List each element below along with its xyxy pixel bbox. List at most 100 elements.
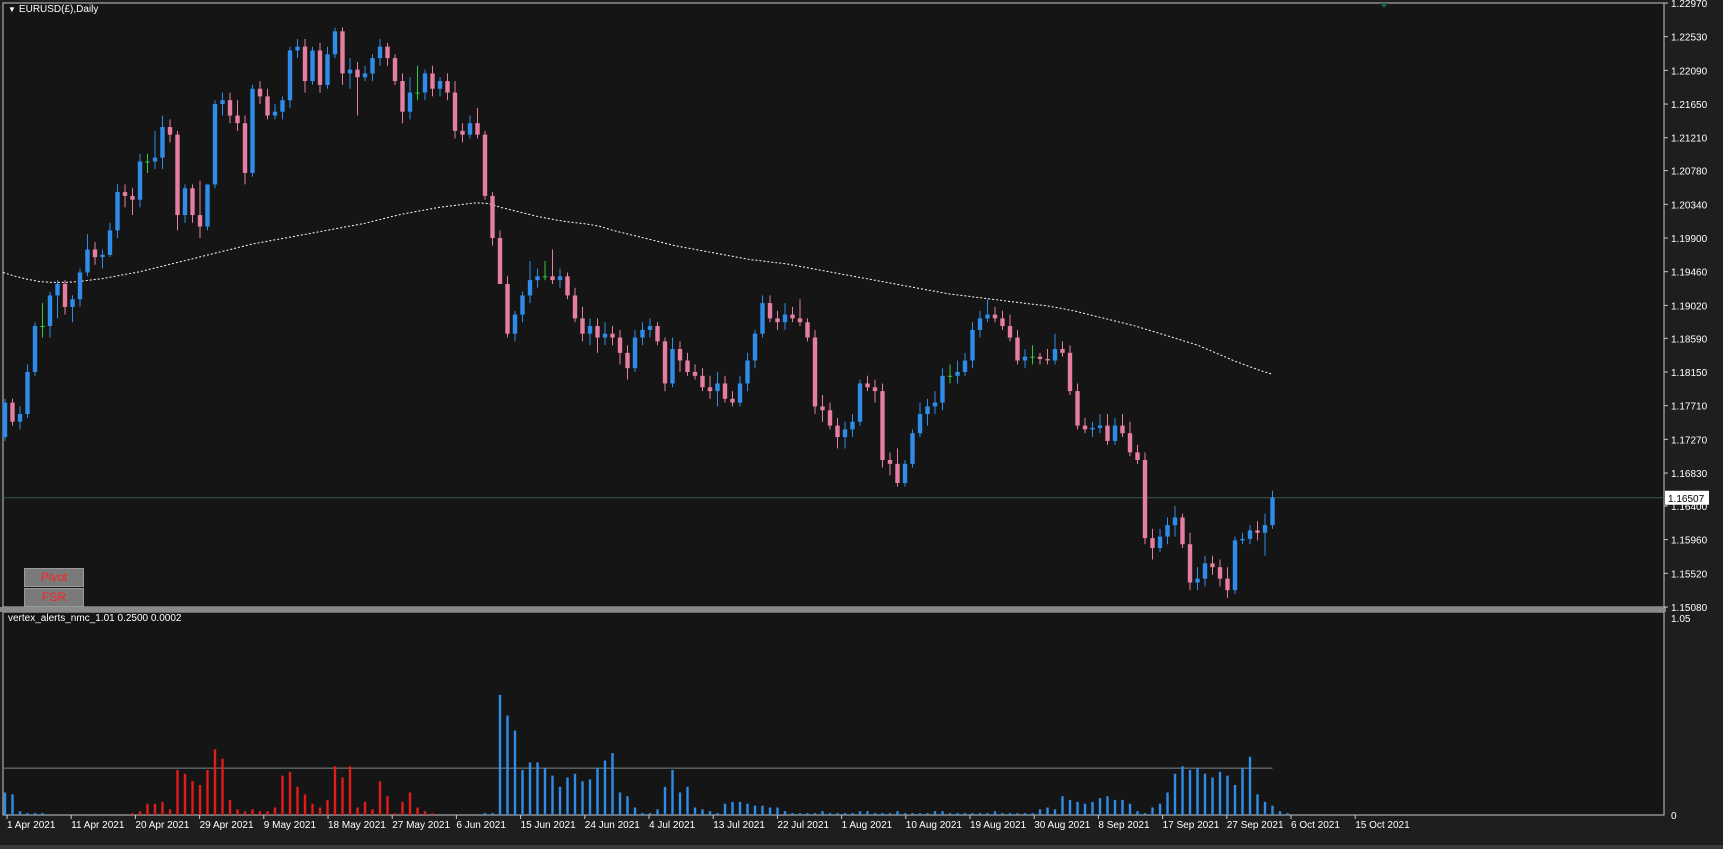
candle-body [167, 127, 173, 135]
candle-body [1000, 318, 1005, 327]
histogram-bar [828, 813, 832, 815]
candle-body [962, 360, 968, 372]
histogram-bar [1233, 784, 1237, 815]
price-tick-label: 1.16830 [1671, 469, 1708, 480]
histogram-bar [1256, 794, 1259, 815]
candle-body [415, 92, 420, 94]
date-axis-label: 6 Jun 2021 [456, 820, 506, 831]
date-axis-label: 1 Aug 2021 [842, 820, 893, 831]
candle-body [257, 88, 263, 97]
price-tick-label: 1.21650 [1671, 100, 1708, 111]
candle-body [977, 318, 983, 330]
histogram-bar [26, 813, 29, 815]
candle-body [1172, 517, 1178, 526]
histogram-bar [798, 813, 802, 815]
histogram-bar [888, 813, 892, 815]
histogram-bar [573, 773, 577, 815]
histogram-bar [393, 813, 397, 815]
histogram-bar [251, 809, 254, 815]
candle-body [137, 161, 143, 200]
histogram-bar [273, 807, 277, 815]
collapse-triangle-icon[interactable]: ▼ [8, 5, 16, 14]
candle-body [47, 295, 53, 327]
candle-body [1255, 530, 1260, 533]
histogram-bar [11, 794, 14, 815]
histogram-bar [731, 801, 734, 815]
candle-body [55, 283, 60, 296]
pivot-button[interactable]: Pivot [24, 568, 84, 587]
price-tick-label: 1.18150 [1671, 368, 1708, 379]
histogram-bar [543, 768, 547, 815]
histogram-bar [536, 762, 539, 815]
candle-body [242, 123, 248, 173]
histogram-bar [1046, 807, 1049, 815]
candle-body [437, 81, 443, 89]
candle-body [767, 303, 773, 319]
histogram-bar [281, 775, 284, 815]
candle-body [775, 318, 780, 323]
histogram-bar [821, 811, 824, 815]
histogram-bar [813, 813, 817, 815]
histogram-bar [41, 813, 44, 815]
candle-body [25, 371, 30, 415]
histogram-bar [191, 781, 194, 815]
candle-body [355, 69, 360, 78]
price-tick-label: 1.19020 [1671, 301, 1708, 312]
candle-body [152, 157, 158, 162]
candle-body [1075, 391, 1080, 426]
candle-body [370, 58, 375, 74]
candle-body [272, 111, 278, 116]
candle-body [872, 387, 878, 392]
histogram-bar [926, 813, 929, 815]
histogram-bar [933, 811, 937, 815]
histogram-bar [603, 760, 607, 815]
fsr-button[interactable]: FSR [24, 588, 84, 607]
candle-body [1082, 425, 1088, 430]
histogram-bar [558, 786, 562, 815]
histogram-bar [318, 807, 322, 815]
candle-body [62, 283, 68, 307]
date-axis-label: 11 Apr 2021 [71, 820, 125, 831]
histogram-bar [228, 799, 232, 815]
histogram-bar [311, 803, 314, 815]
histogram-bar [1263, 801, 1267, 815]
histogram-bar [3, 792, 7, 815]
histogram-bar [633, 807, 637, 815]
candle-body [985, 314, 990, 319]
histogram-bar [131, 813, 134, 815]
candle-body [992, 314, 998, 319]
candle-body [685, 360, 690, 372]
candle-body [782, 314, 788, 323]
candle-body [512, 314, 518, 334]
histogram-bar [153, 803, 157, 815]
histogram-bar [851, 813, 854, 815]
histogram-bar [1226, 775, 1229, 815]
candle-body [1120, 425, 1125, 434]
histogram-bar [483, 813, 487, 815]
histogram-bar [1031, 813, 1034, 815]
histogram-bar [1008, 813, 1012, 815]
histogram-bar [566, 777, 569, 815]
histogram-bar [806, 813, 809, 815]
candle-body [595, 326, 600, 338]
price-tick-label: 1.19460 [1671, 268, 1708, 279]
candle-body [1067, 352, 1073, 392]
histogram-bar [701, 809, 704, 815]
candle-body [550, 276, 555, 281]
candle-body [1180, 517, 1185, 545]
histogram-bar [1166, 792, 1169, 815]
candle-body [392, 58, 398, 82]
histogram-bar [1121, 799, 1124, 815]
candle-body [812, 337, 818, 407]
candle-body [932, 402, 938, 407]
candle-body [430, 73, 435, 89]
histogram-bar [1173, 773, 1177, 815]
candle-body [1142, 460, 1148, 539]
date-axis-label: 17 Sep 2021 [1163, 820, 1220, 831]
candle-body [640, 329, 645, 338]
histogram-bar [896, 811, 899, 815]
histogram-bar [18, 811, 22, 815]
date-axis-label: 27 Sep 2021 [1227, 820, 1284, 831]
